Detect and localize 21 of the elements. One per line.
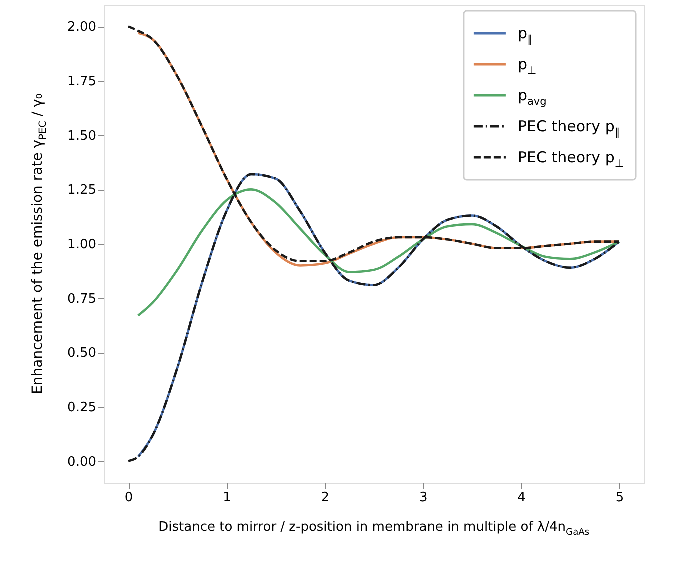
y-tick-label: 1.00 xyxy=(68,238,96,252)
y-tick-label: 0.50 xyxy=(68,346,96,362)
x-tick-label: 0 xyxy=(124,490,134,506)
y-tick-label: 0.75 xyxy=(68,292,96,307)
legend-label: PEC theory p⊥ xyxy=(518,148,624,170)
y-tick-label: 2.00 xyxy=(68,20,96,36)
y-axis-title: Enhancement of the emission rate γPEC / γ₀ xyxy=(30,93,50,394)
x-tick-label: 5 xyxy=(616,490,624,506)
x-tick-label: 2 xyxy=(321,490,330,506)
x-tick-label: 3 xyxy=(419,490,428,506)
y-tick-label: 0.25 xyxy=(68,400,96,416)
legend-label: p∥ xyxy=(518,24,533,46)
x-tick-label: 1 xyxy=(223,490,232,506)
y-tick-label: 0.00 xyxy=(68,454,96,470)
y-tick-label: 1.75 xyxy=(68,74,96,90)
y-tick-label: 1.25 xyxy=(68,183,96,198)
legend-label: PEC theory p∥ xyxy=(518,118,620,139)
legend-label: p⊥ xyxy=(518,56,537,77)
y-tick-label: 1.50 xyxy=(68,128,96,144)
x-tick-label: 4 xyxy=(518,490,526,506)
line-series xyxy=(137,188,621,317)
